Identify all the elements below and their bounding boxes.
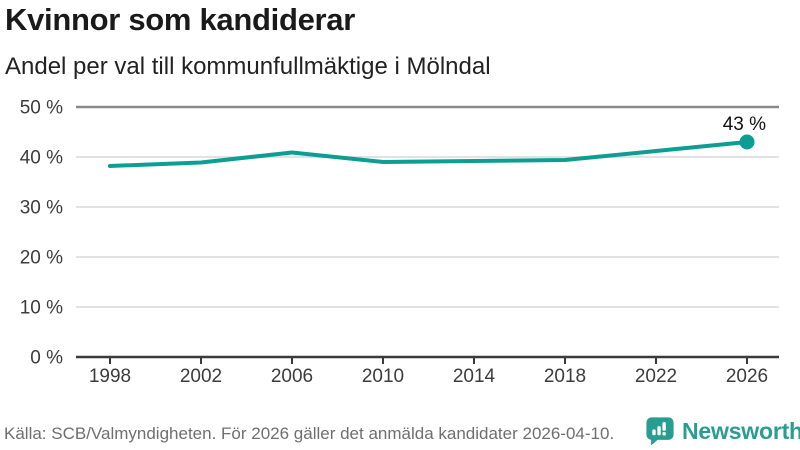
page-subtitle: Andel per val till kommunfullmäktige i M…	[5, 53, 491, 80]
x-tick-label-2022: 2022	[635, 366, 677, 387]
y-tick-label-40: 40 %	[20, 148, 63, 169]
page-title: Kvinnor som kandiderar	[5, 2, 355, 37]
newsworthy-bubble-chart-icon	[645, 416, 675, 446]
end-point-marker	[739, 134, 755, 150]
x-tick-label-2014: 2014	[453, 366, 496, 387]
y-tick-label-50: 50 %	[20, 98, 63, 119]
y-tick-label-30: 30 %	[20, 198, 63, 219]
x-tick-label-1998: 1998	[89, 366, 131, 387]
end-value-label: 43 %	[723, 114, 766, 135]
y-tick-label-20: 20 %	[20, 248, 63, 269]
newsworthy-wordmark: Newsworthy	[682, 417, 800, 444]
x-tick-label-2002: 2002	[180, 366, 222, 387]
data-line	[108, 140, 749, 168]
x-tick-label-2010: 2010	[362, 366, 404, 387]
y-tick-label-0: 0 %	[30, 348, 63, 369]
x-tick-label-2026: 2026	[726, 366, 768, 387]
x-tick-label-2006: 2006	[271, 366, 313, 387]
y-tick-label-10: 10 %	[20, 298, 63, 319]
newsworthy-logo: Newsworthy	[645, 416, 800, 446]
source-note: Källa: SCB/Valmyndigheten. För 2026 gäll…	[4, 424, 615, 443]
x-tick-label-2018: 2018	[544, 366, 586, 387]
